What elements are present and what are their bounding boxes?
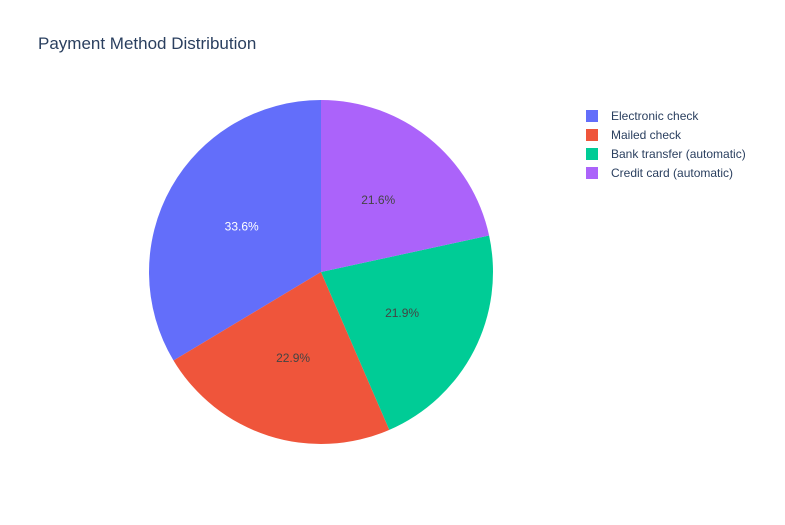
slice-label-electronic-check: 33.6% <box>225 219 259 233</box>
legend-item-electronic-check[interactable]: Electronic check <box>586 106 746 125</box>
pie-slice-credit-card-automatic[interactable] <box>321 100 490 272</box>
legend-label: Electronic check <box>611 108 699 123</box>
legend-item-bank-transfer[interactable]: Bank transfer (automatic) <box>586 144 746 163</box>
legend-swatch <box>586 128 598 141</box>
slice-label-bank-transfer-automatic: 21.9% <box>385 306 419 320</box>
legend-label: Mailed check <box>611 127 682 142</box>
legend-swatch <box>586 147 598 160</box>
legend-label: Credit card (automatic) <box>611 165 734 180</box>
legend-item-credit-card[interactable]: Credit card (automatic) <box>586 163 746 182</box>
legend-item-mailed-check[interactable]: Mailed check <box>586 125 746 144</box>
legend-swatch <box>586 109 598 122</box>
pie-slice-bank-transfer-automatic[interactable] <box>321 235 494 430</box>
slice-label-credit-card-automatic: 21.6% <box>361 193 395 207</box>
legend: Electronic check Mailed check Bank trans… <box>586 106 746 182</box>
chart-title: Payment Method Distribution <box>38 34 257 53</box>
slice-label-mailed-check: 22.9% <box>276 351 310 365</box>
legend-swatch <box>586 166 598 179</box>
pie-slice-mailed-check[interactable] <box>173 272 390 444</box>
legend-label: Bank transfer (automatic) <box>611 146 746 161</box>
pie-slice-electronic-check[interactable] <box>149 100 321 361</box>
